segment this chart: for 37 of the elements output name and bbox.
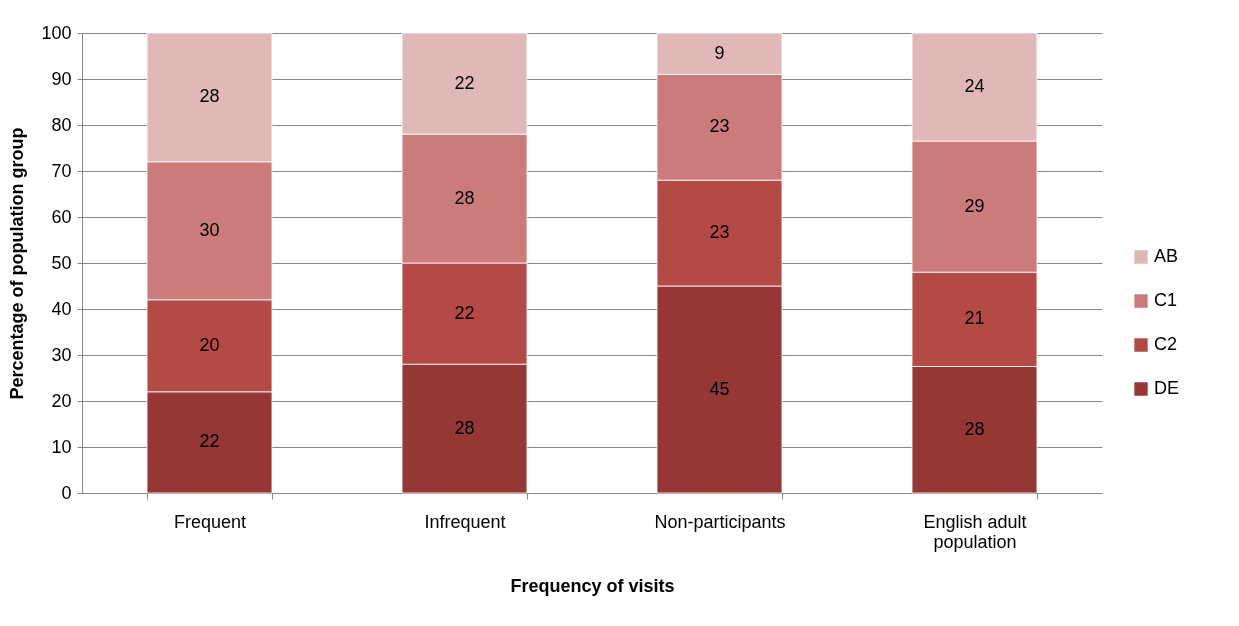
data-label: 29 bbox=[964, 195, 985, 216]
data-label: 28 bbox=[199, 86, 220, 107]
data-label: 30 bbox=[199, 219, 220, 240]
y-tick-label: 20 bbox=[51, 390, 72, 411]
data-label: 28 bbox=[964, 418, 985, 439]
y-tick-label: 90 bbox=[51, 68, 72, 89]
y-tick-label: 0 bbox=[61, 482, 72, 503]
y-axis-title: Percentage of population group bbox=[7, 127, 28, 400]
x-axis-title: Frequency of visits bbox=[510, 575, 675, 596]
data-label: 28 bbox=[454, 187, 475, 208]
y-tick-label: 70 bbox=[51, 160, 72, 181]
data-label: 22 bbox=[454, 302, 475, 323]
data-label: 20 bbox=[199, 334, 220, 355]
data-label: 28 bbox=[454, 417, 475, 438]
legend-label: DE bbox=[1154, 378, 1180, 398]
data-label: 45 bbox=[709, 378, 730, 399]
y-tick-label: 80 bbox=[51, 114, 72, 135]
y-tick-label: 10 bbox=[51, 436, 72, 457]
x-tick-label: Non-participants bbox=[654, 511, 786, 532]
y-tick-label: 30 bbox=[51, 344, 72, 365]
data-label: 23 bbox=[709, 222, 730, 243]
data-label: 22 bbox=[199, 431, 220, 452]
legend-label: AB bbox=[1154, 246, 1179, 266]
legend-label: C1 bbox=[1154, 290, 1178, 310]
y-tick-label: 50 bbox=[51, 252, 72, 273]
data-label: 24 bbox=[964, 76, 985, 97]
data-label: 23 bbox=[709, 116, 730, 137]
y-tick-label: 100 bbox=[41, 22, 72, 43]
data-label: 21 bbox=[964, 308, 985, 329]
x-tick-label: Infrequent bbox=[424, 511, 506, 532]
data-label: 22 bbox=[454, 72, 475, 93]
legend-label: C2 bbox=[1154, 334, 1178, 354]
y-tick-label: 60 bbox=[51, 206, 72, 227]
x-tick-label: English adult population bbox=[923, 511, 1027, 552]
y-tick-label: 40 bbox=[51, 298, 72, 319]
data-label: 9 bbox=[714, 42, 725, 63]
x-tick-label: Frequent bbox=[173, 511, 247, 532]
